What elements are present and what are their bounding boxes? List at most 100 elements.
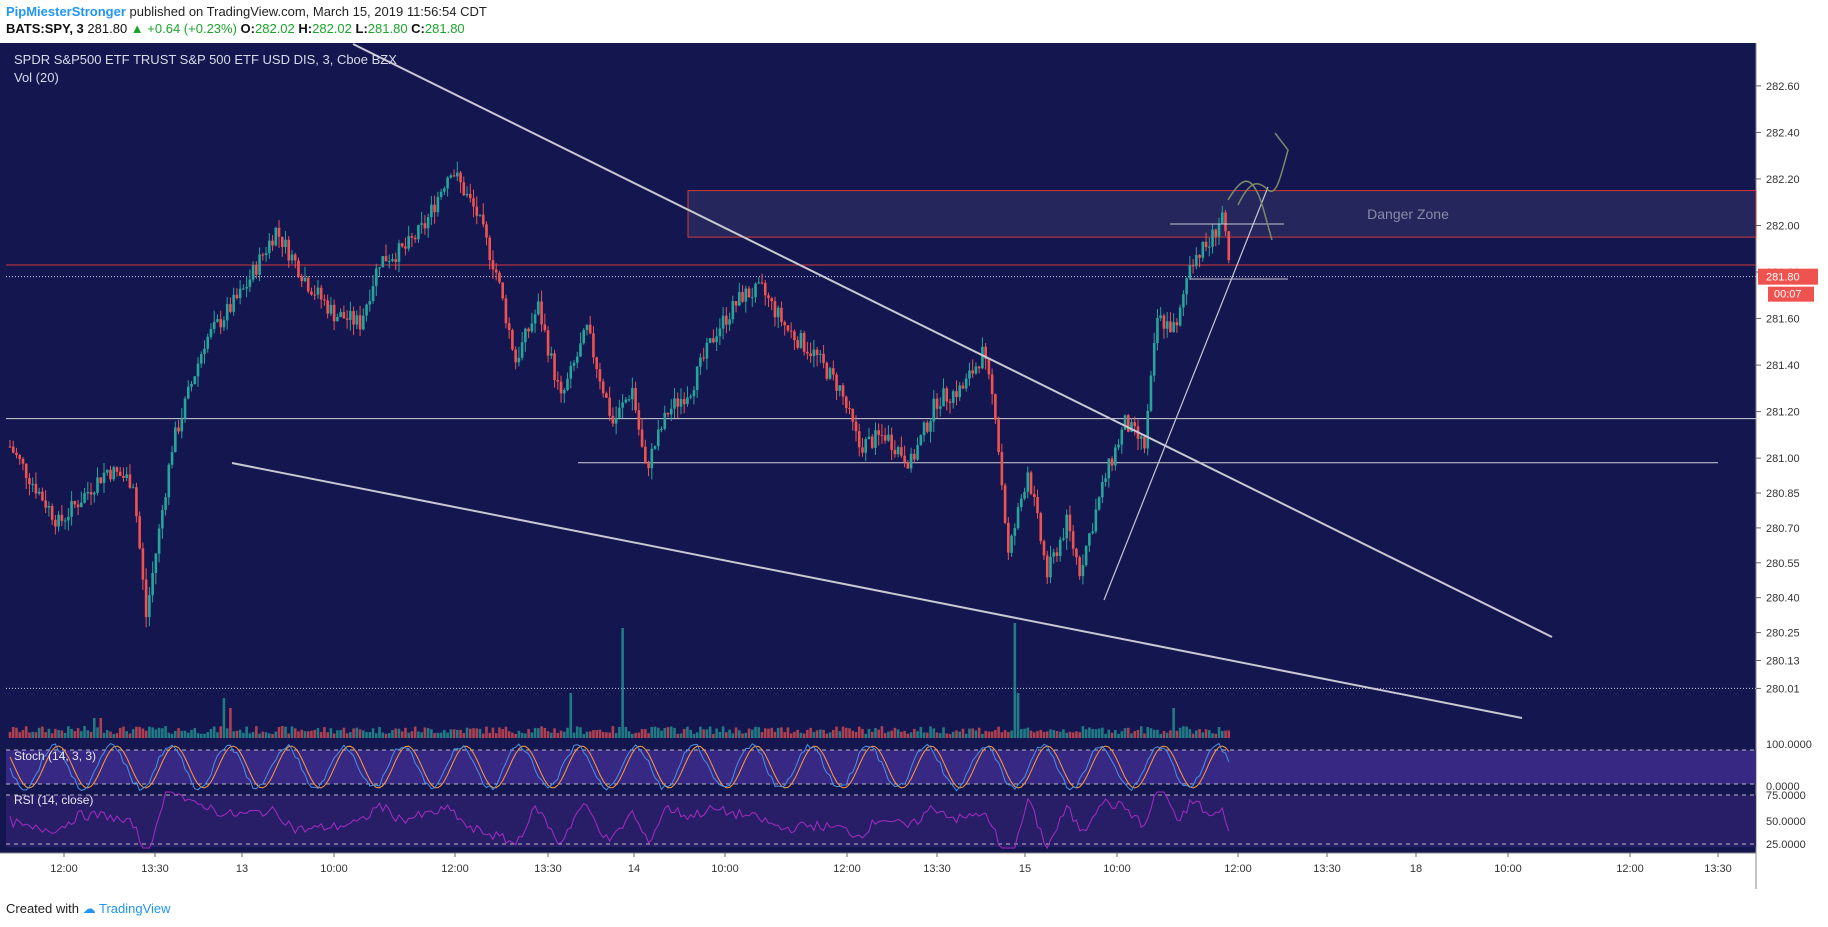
volume-bar <box>1084 729 1088 738</box>
candle-body <box>1020 498 1023 508</box>
volume-bar <box>783 732 786 738</box>
candle-body <box>306 277 310 292</box>
candle-body <box>844 396 848 409</box>
volume-bar <box>974 730 978 738</box>
volume-bar <box>809 727 812 738</box>
volume-bar <box>203 733 206 738</box>
volume-bar <box>1117 733 1120 738</box>
volume-bar <box>1130 733 1133 738</box>
volume-bar <box>394 728 398 738</box>
candle-body <box>938 406 942 409</box>
volume-bar <box>164 726 167 738</box>
volume-bar <box>261 731 265 738</box>
candle-body <box>229 304 232 312</box>
volume-bar <box>702 729 705 738</box>
volume-bar <box>11 726 15 738</box>
price-tick-label: 281.00 <box>1766 453 1800 465</box>
volume-bar <box>193 728 197 738</box>
volume-bar <box>750 729 754 738</box>
volume-bar <box>1126 727 1130 738</box>
candle-body <box>550 353 553 356</box>
price-tick-label: 280.25 <box>1766 628 1800 640</box>
candle-body <box>1156 317 1159 343</box>
volume-bar <box>63 732 67 738</box>
candle-body <box>695 366 699 391</box>
volume-bar <box>1065 732 1068 738</box>
volume-bar <box>618 726 621 738</box>
time-tick-label: 13:30 <box>1704 863 1732 875</box>
volume-bar <box>8 732 12 738</box>
volume-bar <box>1071 732 1075 738</box>
volume-bar <box>387 733 391 738</box>
candle-body <box>699 357 702 367</box>
candle-body <box>73 501 77 505</box>
candle-body <box>867 436 871 440</box>
stoch-band <box>6 750 1756 784</box>
volume-bar <box>725 732 728 738</box>
volume-bar <box>647 733 650 738</box>
candle-body <box>951 391 955 403</box>
candle-body <box>747 288 751 298</box>
volume-bar <box>689 729 692 738</box>
volume-bar <box>1178 727 1182 738</box>
volume-bar <box>770 727 774 738</box>
candle-body <box>770 298 774 302</box>
volume-bar <box>494 733 498 738</box>
volume-bar <box>598 729 602 738</box>
volume-bar <box>504 726 508 738</box>
volume-bar <box>449 729 453 738</box>
volume-bar <box>235 730 239 738</box>
candle-body <box>446 177 449 189</box>
volume-bar <box>867 728 871 738</box>
volume-bar <box>177 728 180 738</box>
candle-body <box>1191 265 1195 267</box>
volume-bar <box>948 733 952 738</box>
volume-bar <box>491 727 495 738</box>
candle-body <box>170 452 174 465</box>
volume-bar <box>1172 708 1175 738</box>
volume-bar <box>744 732 748 738</box>
volume-bar <box>50 733 54 738</box>
volume-bar <box>1010 730 1013 738</box>
candle-body <box>225 304 229 321</box>
candle-body <box>909 453 913 469</box>
candle-body <box>365 304 368 316</box>
descending-trendline-upper <box>352 43 1553 638</box>
volume-bar <box>70 728 73 738</box>
volume-bar <box>1149 728 1153 738</box>
volume-bar <box>138 726 141 738</box>
volume-bar <box>89 731 93 738</box>
volume-bar <box>306 731 310 738</box>
volume-bar <box>537 728 540 738</box>
candle-body <box>397 243 401 262</box>
volume-bar <box>611 726 615 738</box>
volume-bar <box>219 726 222 738</box>
candle-body <box>491 260 495 270</box>
volume-bar <box>955 730 958 738</box>
volume-bar <box>614 733 618 738</box>
volume-bar <box>741 733 744 738</box>
publisher-link[interactable]: PipMiesterStronger <box>6 4 126 19</box>
candle-body <box>472 198 475 207</box>
candle-body <box>258 254 261 275</box>
candle-body <box>507 323 511 330</box>
candle-body <box>919 435 923 446</box>
candle-body <box>60 514 64 521</box>
candle-body <box>144 579 148 618</box>
candle-body <box>293 254 297 261</box>
volume-bar <box>828 732 832 738</box>
candle-body <box>443 188 446 192</box>
volume-bar <box>170 733 174 738</box>
candle-body <box>569 365 573 379</box>
volume-bar <box>478 728 482 738</box>
candle-body <box>841 385 845 397</box>
volume-bar <box>452 729 456 738</box>
candle-body <box>1026 472 1030 492</box>
candle-body <box>705 342 709 359</box>
tradingview-link[interactable]: TradingView <box>99 901 171 916</box>
candle-body <box>832 368 835 375</box>
volume-bar <box>468 728 472 738</box>
volume-bar <box>1188 729 1192 738</box>
volume-bar <box>893 727 897 738</box>
